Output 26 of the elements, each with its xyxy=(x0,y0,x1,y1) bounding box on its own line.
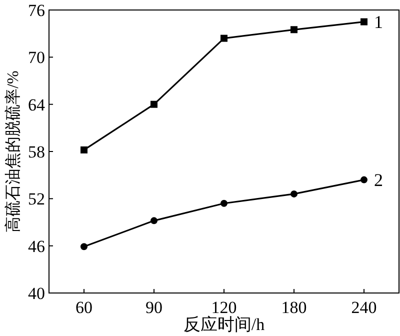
y-tick-label: 52 xyxy=(28,190,45,209)
point xyxy=(150,217,158,224)
point xyxy=(290,190,298,198)
x-tick-label: 90 xyxy=(146,298,162,317)
point xyxy=(290,26,298,34)
y-tick-label: 58 xyxy=(28,142,45,162)
point xyxy=(150,100,158,108)
series-label: 1 xyxy=(374,12,383,32)
point xyxy=(360,18,368,26)
x-axis-title: 反应时间/h xyxy=(183,315,266,334)
y-tick-label: 70 xyxy=(28,48,45,68)
x-tick-label: 120 xyxy=(211,298,237,317)
x-tick-label: 180 xyxy=(281,298,307,317)
y-tick-label: 64 xyxy=(28,95,46,114)
point xyxy=(220,200,228,207)
x-tick-label: 60 xyxy=(76,298,92,317)
y-tick-label: 46 xyxy=(28,236,45,256)
point xyxy=(80,243,88,250)
series-label: 2 xyxy=(374,170,383,190)
y-tick-label: 76 xyxy=(28,1,45,20)
point xyxy=(80,146,88,154)
y-tick-label: 40 xyxy=(28,284,45,303)
point xyxy=(220,34,228,42)
point xyxy=(360,176,368,184)
x-tick-label: 240 xyxy=(351,298,377,317)
y-axis-title: 高硫石油焦的脱硫率/% xyxy=(4,70,22,232)
